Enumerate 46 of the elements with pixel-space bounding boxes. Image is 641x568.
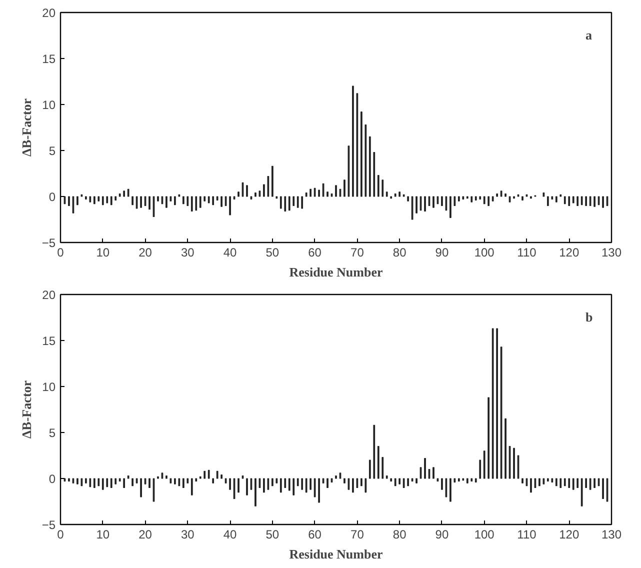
x-tick-label: 40 — [223, 528, 238, 542]
y-axis-title: ΔB-Factor — [18, 380, 34, 438]
x-tick-label: 20 — [138, 246, 152, 260]
x-tick-label: 70 — [350, 246, 364, 260]
x-tick-label: 60 — [308, 246, 322, 260]
y-tick-label: 15 — [42, 334, 56, 348]
annotation: b — [586, 310, 593, 324]
y-tick-label: 5 — [48, 144, 56, 158]
x-tick-label: 70 — [350, 528, 364, 542]
x-tick-label: 30 — [180, 528, 195, 542]
x-tick-label: 50 — [266, 246, 280, 260]
y-tick-label: 0 — [48, 472, 56, 486]
x-tick-label: 90 — [435, 528, 449, 542]
y-tick-label: 20 — [42, 288, 56, 302]
y-tick-label: −5 — [42, 236, 56, 250]
x-tick-label: 0 — [57, 246, 64, 260]
y-tick-label: −5 — [42, 518, 56, 532]
y-tick-label: 5 — [48, 426, 56, 440]
x-tick-label: 50 — [266, 528, 280, 542]
x-tick-label: 20 — [138, 528, 152, 542]
x-tick-label: 10 — [96, 246, 110, 260]
x-tick-label: 110 — [517, 528, 537, 542]
y-tick-label: 15 — [42, 52, 56, 66]
x-tick-label: 30 — [180, 246, 195, 260]
x-tick-label: 10 — [96, 528, 110, 542]
x-tick-label: 100 — [474, 528, 495, 542]
x-tick-label: 120 — [559, 528, 580, 542]
annotation: a — [586, 28, 592, 42]
y-axis-title: ΔB-Factor — [18, 98, 34, 156]
x-axis-title: Residue Number — [289, 546, 383, 562]
x-tick-label: 110 — [517, 246, 537, 260]
x-axis-title: Residue Number — [289, 264, 383, 280]
x-tick-label: 100 — [474, 246, 495, 260]
y-tick-label: 20 — [42, 6, 56, 20]
y-tick-label: 0 — [48, 190, 56, 204]
y-tick-label: 10 — [42, 98, 56, 112]
x-tick-label: 130 — [601, 246, 622, 260]
y-tick-label: 10 — [42, 380, 56, 394]
x-tick-label: 60 — [308, 528, 322, 542]
x-tick-label: 40 — [223, 246, 238, 260]
x-tick-label: 0 — [57, 528, 64, 542]
x-tick-label: 120 — [559, 246, 580, 260]
x-tick-label: 130 — [601, 528, 622, 542]
x-tick-label: 80 — [392, 246, 407, 260]
x-tick-label: 80 — [392, 528, 407, 542]
x-tick-label: 90 — [435, 246, 449, 260]
